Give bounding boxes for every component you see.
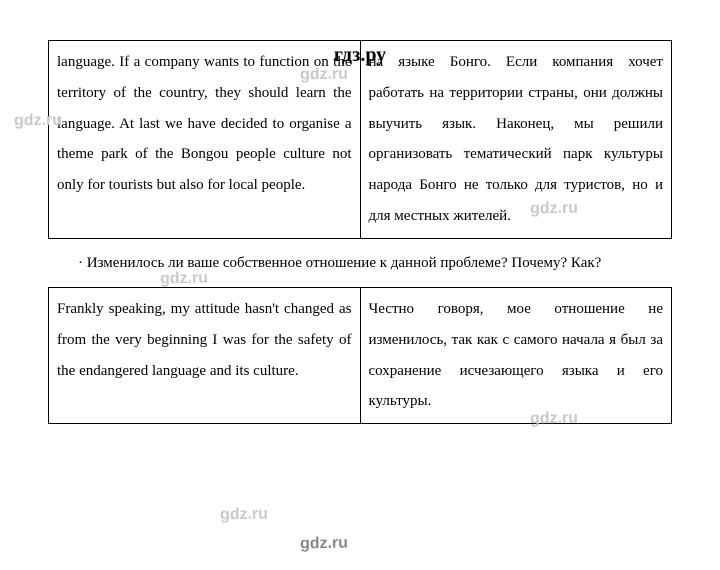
table-1: language. If a company wants to function… [48, 40, 672, 239]
cell-en-2: Frankly speaking, my attitude hasn't cha… [49, 288, 361, 424]
question-text: · Изменилось ли ваше собственное отношен… [78, 249, 672, 278]
cell-en-1: language. If a company wants to function… [49, 41, 361, 239]
table-2: Frankly speaking, my attitude hasn't cha… [48, 287, 672, 424]
page-title: гдз.ру [0, 44, 720, 67]
table-row: language. If a company wants to function… [49, 41, 672, 239]
cell-ru-2: Честно говоря, мое отношение не изменило… [360, 288, 672, 424]
question-bullet: · Изменилось ли ваше собственное отношен… [78, 249, 672, 278]
cell-ru-1: на языке Бонго. Если компания хочет рабо… [360, 41, 672, 239]
table-row: Frankly speaking, my attitude hasn't cha… [49, 288, 672, 424]
